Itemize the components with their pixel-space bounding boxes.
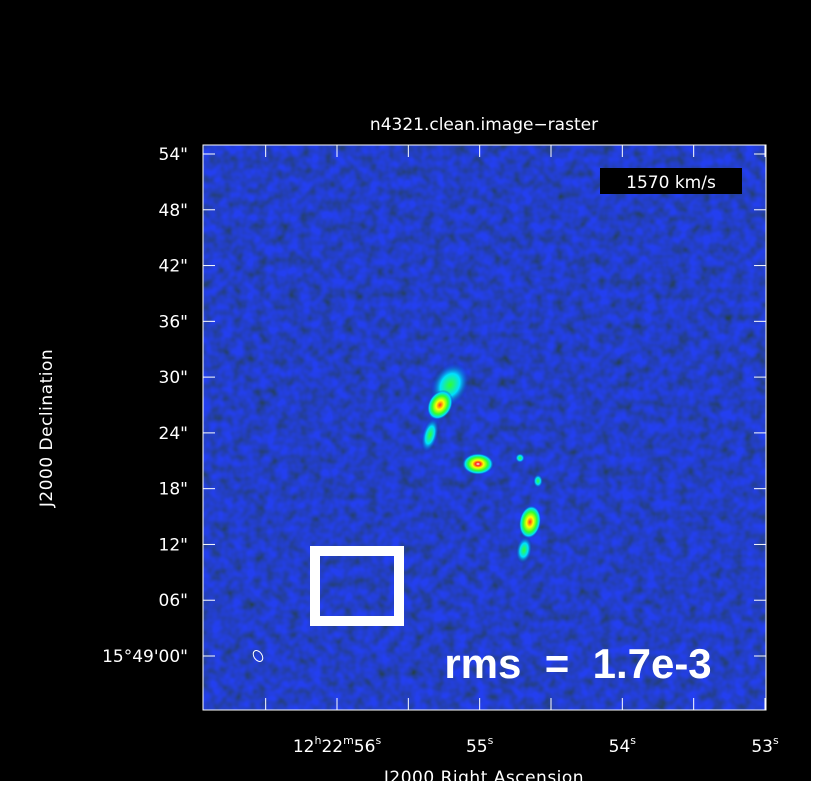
dec-tick-label: 36" (159, 312, 188, 332)
dec-tick-label: 18" (159, 480, 188, 500)
image-title: n4321.clean.image−raster (370, 115, 598, 135)
emission-nucleus (462, 453, 525, 475)
image-raster (203, 145, 766, 710)
dec-axis: 54" 48" 42" 36" 30" 24" 18" 12" 06" 15°49'00" (102, 145, 766, 667)
ra-axis: 12h22m56s 55s 54s 53s (265, 145, 779, 757)
beam-ellipse (252, 650, 264, 662)
dec-tick-label: 12" (159, 535, 188, 555)
ra-tick-label: 53s (751, 734, 779, 757)
dec-tick-label: 42" (159, 257, 188, 277)
velocity-label-bg (600, 168, 742, 194)
y-axis-title: J2000 Declination (37, 349, 57, 508)
dec-tick-label: 48" (159, 201, 188, 221)
ra-tick-label: 55s (466, 734, 494, 757)
dec-tick-label: 06" (159, 591, 188, 611)
dec-tick-label: 30" (159, 368, 188, 388)
dec-tick-label: 15°49'00" (102, 647, 188, 667)
emission-south-arm (515, 474, 543, 564)
dec-tick-label: 54" (159, 145, 188, 165)
x-axis-title: J2000 Right Ascension (383, 768, 584, 788)
rms-label: rms = 1.7e-3 (444, 640, 711, 687)
dec-tick-label: 24" (159, 424, 188, 444)
plot-frame (202, 144, 767, 711)
ra-tick-label: 54s (609, 734, 637, 757)
emission-north-arm (420, 362, 470, 453)
velocity-label: 1570 km/s (626, 173, 716, 193)
rms-region-box[interactable] (310, 546, 404, 626)
ra-tick-label: 12h22m56s (293, 734, 382, 757)
